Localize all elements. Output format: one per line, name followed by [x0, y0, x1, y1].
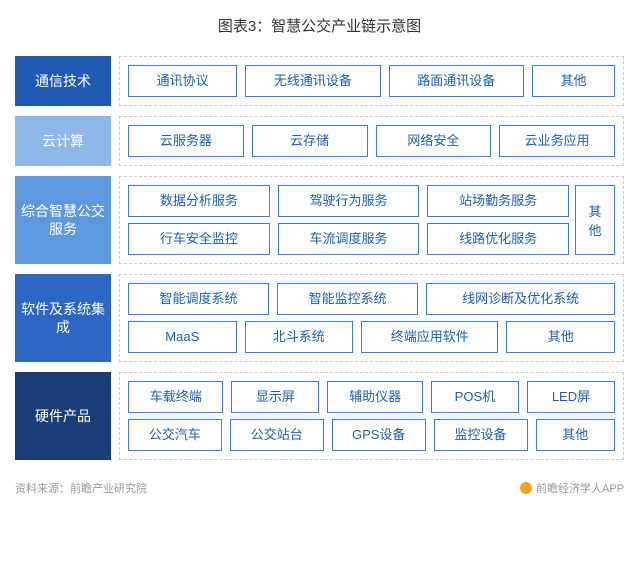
item-box: 监控设备 [434, 419, 528, 451]
diagram-row: 云计算云服务器云存储网络安全云业务应用 [15, 116, 624, 166]
item-box: 显示屏 [231, 381, 319, 413]
items-row: 数据分析服务驾驶行为服务站场勤务服务 [128, 185, 569, 217]
item-box: 无线通讯设备 [245, 65, 380, 97]
items-row: 公交汽车公交站台GPS设备监控设备其他 [128, 419, 615, 451]
category-label: 通信技术 [15, 56, 111, 106]
items-container: 智能调度系统智能监控系统线网诊断及优化系统 MaaS北斗系统终端应用软件其他 [119, 274, 624, 362]
item-box: 站场勤务服务 [427, 185, 569, 217]
item-box: 智能调度系统 [128, 283, 269, 315]
items-row: MaaS北斗系统终端应用软件其他 [128, 321, 615, 353]
logo-icon [520, 482, 532, 494]
footer-brand: 前瞻经济学人APP [520, 480, 624, 496]
item-box: 线网诊断及优化系统 [426, 283, 615, 315]
diagram-row: 综合智慧公交服务数据分析服务驾驶行为服务站场勤务服务行车安全监控车流调度服务线路… [15, 176, 624, 264]
items-row: 通讯协议无线通讯设备路面通讯设备其他 [128, 65, 615, 97]
item-box: 行车安全监控 [128, 223, 270, 255]
items-container: 车载终端显示屏辅助仪器 POS机LED屏公交汽车公交站台GPS设备监控设备其他 [119, 372, 624, 460]
item-box: 其他 [536, 419, 616, 451]
item-box: 数据分析服务 [128, 185, 270, 217]
side-item-box: 其他 [575, 185, 615, 255]
item-box: 云存储 [252, 125, 368, 157]
item-box: 公交站台 [230, 419, 324, 451]
items-row: 云服务器云存储网络安全云业务应用 [128, 125, 615, 157]
item-box: 车流调度服务 [278, 223, 420, 255]
item-box: 终端应用软件 [361, 321, 498, 353]
item-box: 线路优化服务 [427, 223, 569, 255]
item-box: 北斗系统 [245, 321, 354, 353]
item-box: 其他 [506, 321, 615, 353]
category-label: 硬件产品 [15, 372, 111, 460]
item-box: 公交汽车 [128, 419, 222, 451]
item-box: 通讯协议 [128, 65, 237, 97]
category-label: 软件及系统集成 [15, 274, 111, 362]
items-main: 数据分析服务驾驶行为服务站场勤务服务行车安全监控车流调度服务线路优化服务 [128, 185, 569, 255]
item-box: 车载终端 [128, 381, 223, 413]
items-container: 通讯协议无线通讯设备路面通讯设备其他 [119, 56, 624, 106]
item-box: GPS设备 [332, 419, 426, 451]
footer-brand-text: 前瞻经济学人APP [536, 480, 624, 496]
diagram-container: 通信技术通讯协议无线通讯设备路面通讯设备其他云计算云服务器云存储网络安全云业务应… [15, 56, 624, 460]
item-box: 云服务器 [128, 125, 244, 157]
category-label: 云计算 [15, 116, 111, 166]
item-box: POS机 [431, 381, 519, 413]
category-label: 综合智慧公交服务 [15, 176, 111, 264]
items-row: 车载终端显示屏辅助仪器 POS机LED屏 [128, 381, 615, 413]
item-box: 其他 [532, 65, 615, 97]
item-box: 驾驶行为服务 [278, 185, 420, 217]
item-box: MaaS [128, 321, 237, 353]
diagram-row: 硬件产品车载终端显示屏辅助仪器 POS机LED屏公交汽车公交站台GPS设备监控设备… [15, 372, 624, 460]
item-box: 路面通讯设备 [389, 65, 524, 97]
items-container: 数据分析服务驾驶行为服务站场勤务服务行车安全监控车流调度服务线路优化服务其他 [119, 176, 624, 264]
item-box: 辅助仪器 [327, 381, 422, 413]
footer: 资料来源：前瞻产业研究院 前瞻经济学人APP [15, 480, 624, 496]
diagram-row: 通信技术通讯协议无线通讯设备路面通讯设备其他 [15, 56, 624, 106]
items-row: 行车安全监控车流调度服务线路优化服务 [128, 223, 569, 255]
item-box: 云业务应用 [499, 125, 615, 157]
chart-title: 图表3：智慧公交产业链示意图 [15, 15, 624, 36]
items-container: 云服务器云存储网络安全云业务应用 [119, 116, 624, 166]
footer-source: 资料来源：前瞻产业研究院 [15, 480, 147, 496]
diagram-row: 软件及系统集成智能调度系统智能监控系统线网诊断及优化系统 MaaS北斗系统终端应用… [15, 274, 624, 362]
item-box: 网络安全 [376, 125, 492, 157]
items-row: 智能调度系统智能监控系统线网诊断及优化系统 [128, 283, 615, 315]
item-box: 智能监控系统 [277, 283, 418, 315]
item-box: LED屏 [527, 381, 615, 413]
